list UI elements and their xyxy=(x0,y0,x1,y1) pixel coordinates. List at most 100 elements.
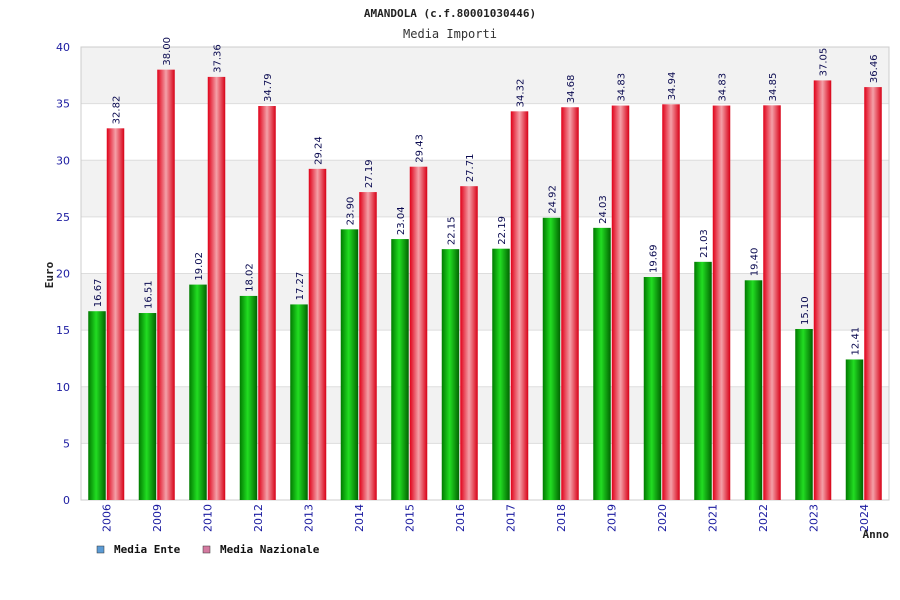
bar-media-ente xyxy=(744,280,763,500)
bar-media-ente xyxy=(189,284,207,500)
x-tick-label: 2013 xyxy=(302,504,315,532)
legend-label-media-nazionale: Media Nazionale xyxy=(220,543,320,556)
bar-media-ente xyxy=(391,239,409,500)
bars: 16.67 32.82 16.51 38.00 19.02 37.36 18.02 34.79… xyxy=(88,37,882,501)
bar-media-nazionale xyxy=(359,192,377,501)
y-tick-label: 30 xyxy=(56,154,70,167)
plot-frame xyxy=(80,46,890,501)
bar-media-nazionale xyxy=(258,106,276,501)
x-axis-label: Anno xyxy=(863,528,890,541)
x-tick-label: 2016 xyxy=(454,504,467,532)
x-tick-label: 2017 xyxy=(504,504,517,532)
x-tick-label: 2023 xyxy=(807,504,820,532)
bar-media-nazionale xyxy=(712,105,731,501)
bar-media-nazionale xyxy=(207,76,226,500)
bar-value-label: 29.24 xyxy=(314,136,325,165)
bar-value-label: 23.90 xyxy=(346,197,357,226)
bar-value-label: 38.00 xyxy=(162,37,173,66)
x-tick-label: 2015 xyxy=(403,504,416,532)
y-tick-label: 25 xyxy=(56,211,70,224)
bar-value-label: 34.83 xyxy=(617,73,628,102)
bar-media-ente xyxy=(88,311,106,500)
bar-value-label: 27.71 xyxy=(465,154,476,183)
bar-media-nazionale xyxy=(813,80,832,500)
chart-title: AMANDOLA (c.f.80001030446) xyxy=(364,7,536,20)
bar-value-label: 18.02 xyxy=(245,263,256,292)
bar-value-label: 34.79 xyxy=(263,73,274,102)
bar-media-nazionale xyxy=(662,104,680,500)
bar-media-ente xyxy=(138,313,157,500)
bar-media-ente xyxy=(643,277,662,500)
bar-value-label: 32.82 xyxy=(112,96,123,125)
x-tick-label: 2022 xyxy=(757,504,770,532)
x-tick-label: 2009 xyxy=(151,504,164,532)
bar-value-label: 16.51 xyxy=(144,280,155,309)
bar-media-ente xyxy=(795,328,813,500)
legend-swatch-media-nazionale xyxy=(202,545,211,554)
y-axis-ticks: 0 5 10 15 20 25 30 35 40 xyxy=(56,41,70,507)
bar-value-label: 29.43 xyxy=(415,134,426,163)
bar-value-label: 34.32 xyxy=(516,79,527,108)
x-tick-label: 2021 xyxy=(706,504,719,532)
y-tick-label: 15 xyxy=(56,324,70,337)
bar-media-ente xyxy=(694,261,712,500)
bar-value-label: 34.83 xyxy=(718,73,729,102)
bar-media-nazionale xyxy=(157,69,175,501)
bar-media-nazionale xyxy=(409,166,428,500)
x-tick-label: 2006 xyxy=(100,504,113,532)
bar-media-ente xyxy=(340,229,359,500)
bar-value-label: 34.94 xyxy=(667,72,678,101)
bar-value-label: 19.02 xyxy=(194,252,205,281)
bar-value-label: 16.67 xyxy=(93,279,104,308)
x-tick-label: 2010 xyxy=(201,504,214,532)
y-tick-label: 5 xyxy=(63,437,70,450)
x-tick-label: 2019 xyxy=(605,504,618,532)
bar-media-nazionale xyxy=(864,87,882,500)
x-axis-ticks: 2006 2009 2010 2012 2013 2014 2015 2016 2017 2018… xyxy=(100,504,871,532)
bar-media-ente xyxy=(290,304,308,500)
bar-value-label: 22.15 xyxy=(447,217,458,246)
x-tick-label: 2020 xyxy=(656,504,669,532)
bar-value-label: 24.03 xyxy=(598,195,609,224)
bar-value-label: 22.19 xyxy=(497,216,508,245)
y-tick-label: 40 xyxy=(56,41,70,54)
bar-value-label: 37.36 xyxy=(213,44,224,73)
bar-media-ente xyxy=(845,359,864,500)
y-tick-label: 0 xyxy=(63,494,70,507)
bar-media-ente xyxy=(542,217,561,500)
bar-value-label: 15.10 xyxy=(800,296,811,325)
bar-media-nazionale xyxy=(611,105,630,501)
bar-value-label: 17.27 xyxy=(295,272,306,301)
bar-value-label: 21.03 xyxy=(699,229,710,258)
bar-media-ente xyxy=(239,295,258,500)
chart-subtitle: Media Importi xyxy=(403,27,497,41)
bar-media-ente xyxy=(492,248,510,500)
bar-value-label: 23.04 xyxy=(396,206,407,235)
y-tick-label: 10 xyxy=(56,381,70,394)
bar-media-nazionale xyxy=(460,186,478,500)
legend-swatch-media-ente xyxy=(96,545,105,554)
legend: Media Ente Media Nazionale xyxy=(96,543,320,556)
x-tick-label: 2014 xyxy=(353,504,366,532)
bar-value-label: 36.46 xyxy=(869,54,880,83)
bar-value-label: 34.68 xyxy=(566,75,577,104)
bar-media-ente xyxy=(441,249,460,500)
y-tick-label: 20 xyxy=(56,268,70,281)
bar-media-ente xyxy=(593,227,611,501)
bar-value-label: 19.40 xyxy=(750,248,761,277)
bar-media-nazionale xyxy=(763,105,781,500)
x-tick-label: 2024 xyxy=(858,504,871,532)
bar-media-nazionale xyxy=(308,168,327,500)
bar-value-label: 37.05 xyxy=(819,48,830,77)
bar-media-nazionale xyxy=(510,111,529,501)
bar-media-nazionale xyxy=(106,128,125,500)
bar-value-label: 19.69 xyxy=(649,244,660,273)
bar-value-label: 24.92 xyxy=(548,185,559,214)
bar-value-label: 34.85 xyxy=(768,73,779,102)
bar-media-nazionale xyxy=(561,107,579,501)
x-tick-label: 2018 xyxy=(555,504,568,532)
bar-value-label: 12.41 xyxy=(851,327,862,356)
x-tick-label: 2012 xyxy=(252,504,265,532)
y-tick-label: 35 xyxy=(56,98,70,111)
